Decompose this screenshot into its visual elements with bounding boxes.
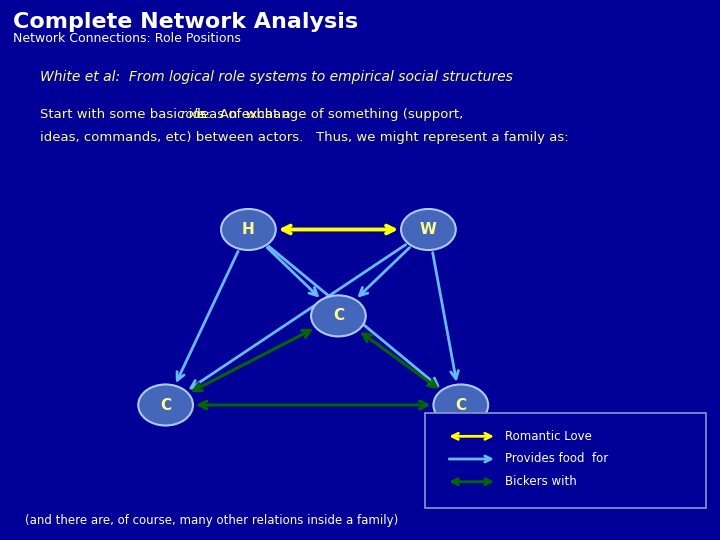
Text: role: role [181,108,206,121]
FancyBboxPatch shape [425,413,706,508]
Circle shape [401,209,456,250]
Text: C: C [160,397,171,413]
Text: White et al:  From logical role systems to empirical social structures: White et al: From logical role systems t… [40,70,513,84]
Text: Bickers with: Bickers with [505,475,577,488]
Text: Network Connections: Role Positions: Network Connections: Role Positions [13,32,240,45]
Circle shape [138,384,193,426]
Text: Start with some basic ideas of what a: Start with some basic ideas of what a [40,108,294,121]
Circle shape [311,295,366,336]
Circle shape [433,384,488,426]
Circle shape [221,209,276,250]
Text: C: C [455,397,467,413]
Text: (and there are, of course, many other relations inside a family): (and there are, of course, many other re… [25,514,398,527]
Text: ideas, commands, etc) between actors.   Thus, we might represent a family as:: ideas, commands, etc) between actors. Th… [40,131,568,144]
Text: Romantic Love: Romantic Love [505,430,593,443]
Text: Provides food  for: Provides food for [505,453,608,465]
Text: is:  An exchange of something (support,: is: An exchange of something (support, [192,108,463,121]
Text: C: C [333,308,344,323]
Text: W: W [420,222,437,237]
Text: Complete Network Analysis: Complete Network Analysis [13,12,358,32]
Text: H: H [242,222,255,237]
